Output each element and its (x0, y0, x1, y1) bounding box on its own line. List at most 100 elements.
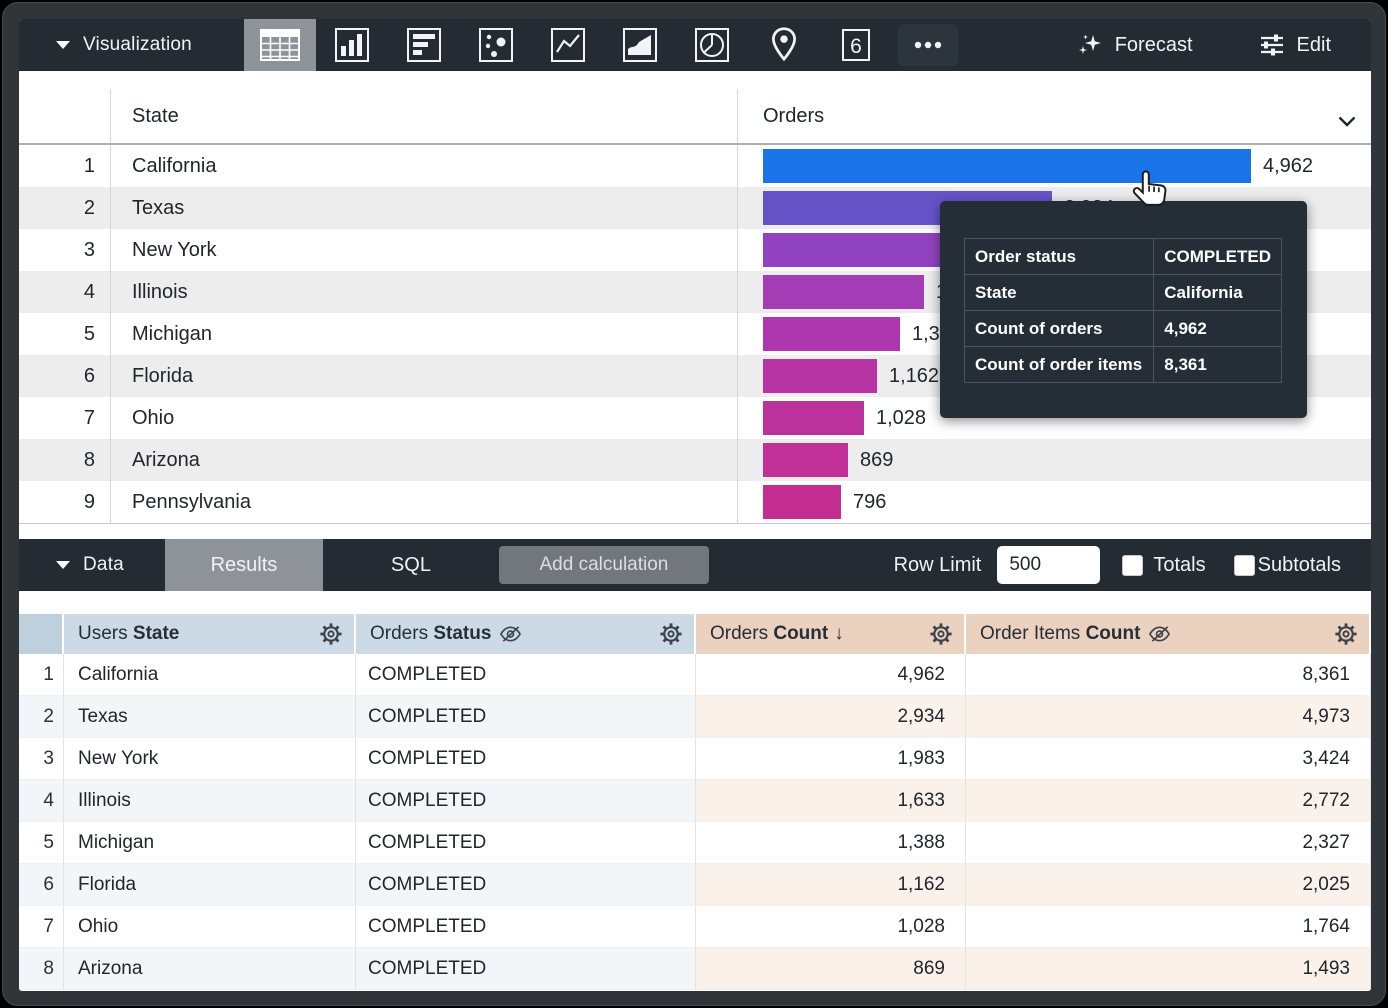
edit-button[interactable]: Edit (1259, 33, 1331, 57)
results-row-number: 3 (19, 738, 64, 780)
order-items-count-cell: 2,327 (966, 822, 1371, 864)
gear-icon[interactable] (928, 621, 954, 647)
users-state-cell: California (64, 654, 356, 696)
row-limit-label: Row Limit (893, 553, 982, 576)
viz-row-number: 2 (19, 187, 111, 229)
viz-state-column-header[interactable]: State (111, 89, 738, 143)
viz-orders-cell: 796 (738, 485, 1371, 519)
orders-count-cell: 2,934 (696, 696, 966, 738)
tooltip-row: Count of orders 4,962 (963, 310, 1282, 347)
results-table-row[interactable]: 8 Arizona COMPLETED 869 1,493 (19, 948, 1371, 990)
results-table-row[interactable]: 6 Florida COMPLETED 1,162 2,025 (19, 864, 1371, 906)
viz-orders-cell: 869 (738, 443, 1371, 477)
viz-table-row[interactable]: 7 Ohio 1,028 (19, 397, 1371, 439)
gear-icon[interactable] (1333, 621, 1359, 647)
viz-orders-column-header[interactable]: Orders (738, 89, 1371, 143)
viz-type-map-button[interactable] (748, 19, 820, 71)
results-table-row[interactable]: 1 California COMPLETED 4,962 8,361 (19, 654, 1371, 696)
orders-status-cell: COMPLETED (356, 822, 696, 864)
visualization-title: Visualization (83, 34, 192, 55)
orders-bar[interactable] (763, 401, 864, 435)
orders-bar[interactable] (763, 443, 848, 477)
results-row-number: 5 (19, 822, 64, 864)
results-table-row[interactable]: 3 New York COMPLETED 1,983 3,424 (19, 738, 1371, 780)
ellipsis-icon (914, 41, 942, 49)
caret-down-icon (56, 561, 70, 569)
gear-icon[interactable] (658, 621, 684, 647)
single-value-icon: 6 (841, 29, 870, 61)
viz-state-cell: Ohio (111, 397, 738, 439)
results-table-header: Users State Orders Status (19, 614, 1371, 654)
orders-bar[interactable] (763, 233, 958, 267)
viz-type-column-chart-button[interactable] (316, 19, 388, 71)
viz-row-number: 4 (19, 271, 111, 313)
results-row-number: 2 (19, 696, 64, 738)
orders-bar[interactable] (763, 149, 1251, 183)
viz-row-number: 1 (19, 145, 111, 187)
viz-table-header: State Orders (19, 89, 1371, 145)
viz-orders-cell: 4,962 (738, 149, 1371, 183)
data-toolbar: Data Results SQL Add calculation Row Lim… (19, 539, 1371, 591)
eye-hidden-icon (1148, 625, 1171, 643)
viz-type-bar-chart-button[interactable] (388, 19, 460, 71)
orders-bar[interactable] (763, 359, 877, 393)
viz-table-row[interactable]: 1 California 4,962 (19, 145, 1371, 187)
orders-count-cell: 1,162 (696, 864, 966, 906)
orders-bar[interactable] (763, 485, 841, 519)
viz-type-line-chart-button[interactable] (532, 19, 604, 71)
results-table-row[interactable]: 4 Illinois COMPLETED 1,633 2,772 (19, 780, 1371, 822)
data-section-toggle[interactable]: Data (19, 554, 124, 576)
tooltip-row: State California (963, 274, 1282, 311)
subtotals-checkbox[interactable] (1233, 554, 1255, 576)
results-column-header[interactable]: Orders Status (356, 614, 696, 654)
viz-state-cell: Illinois (111, 271, 738, 313)
orders-status-cell: COMPLETED (356, 906, 696, 948)
results-row-number: 1 (19, 654, 64, 696)
results-table-row[interactable]: 7 Ohio COMPLETED 1,028 1,764 (19, 906, 1371, 948)
results-column-header[interactable]: Orders Count ↓ (696, 614, 966, 654)
tooltip-table: Order status COMPLETED State California Coun… (963, 238, 1282, 383)
orders-bar[interactable] (763, 317, 900, 351)
viz-type-more-button[interactable] (897, 24, 958, 66)
forecast-button[interactable]: Forecast (1077, 32, 1193, 58)
viz-type-scatter-plot-button[interactable] (460, 19, 532, 71)
results-column-header[interactable]: Users State (64, 614, 356, 654)
tab-results[interactable]: Results (164, 539, 323, 591)
edit-label: Edit (1296, 33, 1331, 56)
orders-count-cell: 1,028 (696, 906, 966, 948)
totals-checkbox[interactable] (1122, 554, 1144, 576)
order-items-count-cell: 3,424 (966, 738, 1371, 780)
area-chart-icon (622, 28, 657, 62)
tooltip-value: COMPLETED (1153, 238, 1282, 275)
order-items-count-cell: 2,772 (966, 780, 1371, 822)
chevron-down-icon[interactable] (1337, 111, 1357, 134)
viz-state-cell: New York (111, 229, 738, 271)
results-table-row[interactable]: 2 Texas COMPLETED 2,934 4,973 (19, 696, 1371, 738)
svg-text:6: 6 (850, 35, 862, 58)
table-icon (259, 29, 300, 61)
visualization-section-toggle[interactable]: Visualization (19, 34, 192, 56)
viz-type-table-button[interactable] (243, 19, 316, 71)
viz-state-cell: California (111, 145, 738, 187)
viz-type-area-chart-button[interactable] (604, 19, 676, 71)
orders-bar-value: 1,028 (876, 406, 927, 429)
forecast-label: Forecast (1114, 33, 1193, 56)
gear-icon[interactable] (318, 621, 344, 647)
pie-chart-icon (694, 28, 729, 62)
viz-table-row[interactable]: 8 Arizona 869 (19, 439, 1371, 481)
map-pin-icon (771, 27, 796, 62)
viz-table-row[interactable]: 9 Pennsylvania 796 (19, 481, 1371, 523)
add-calculation-button[interactable]: Add calculation (498, 546, 709, 584)
row-limit-input[interactable] (997, 546, 1101, 584)
results-column-header[interactable]: Order Items Count (966, 614, 1371, 654)
tab-sql[interactable]: SQL (390, 553, 431, 576)
line-chart-icon (550, 28, 585, 62)
viz-row-number: 3 (19, 229, 111, 271)
viz-type-pie-chart-button[interactable] (676, 19, 748, 71)
viz-state-cell: Michigan (111, 313, 738, 355)
viz-rownum-header (19, 89, 111, 143)
results-table-row[interactable]: 5 Michigan COMPLETED 1,388 2,327 (19, 822, 1371, 864)
orders-bar[interactable] (763, 275, 924, 309)
viz-type-single-value-button[interactable]: 6 (820, 19, 892, 71)
